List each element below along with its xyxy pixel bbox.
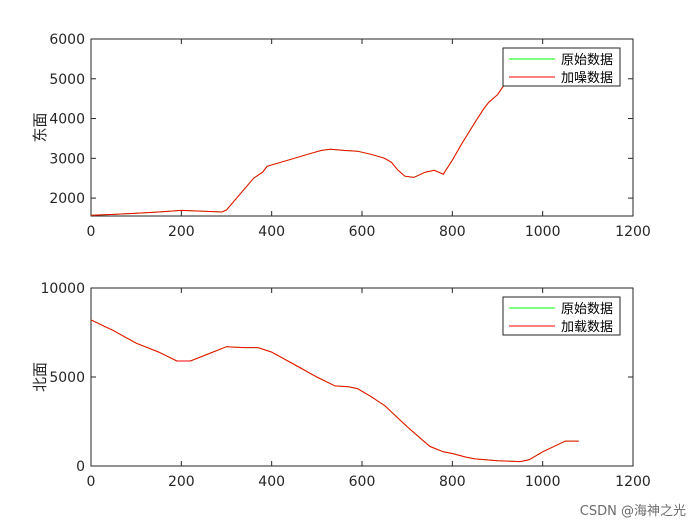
x-tick-label: 800 <box>439 474 466 490</box>
series-line-2 <box>91 76 512 216</box>
y-axis-label: 北面 <box>31 362 49 392</box>
x-tick-label: 1000 <box>525 474 561 490</box>
x-tick-label: 0 <box>87 474 96 490</box>
legend-entry: 加噪数据 <box>561 71 613 86</box>
y-tick-label: 2000 <box>49 191 85 207</box>
legend-box <box>502 296 621 336</box>
x-tick-label: 600 <box>349 224 376 240</box>
x-tick-label: 1200 <box>615 474 651 490</box>
subplot-1: 0 200 400 600 800 1000 1200 2000 3000 4000 5000 600… <box>31 32 651 240</box>
y-tick-label: 5000 <box>49 72 85 88</box>
y-tick-label: 5000 <box>49 370 85 386</box>
y-tick-label: 0 <box>76 459 85 475</box>
y-tick-label: 4000 <box>49 112 85 128</box>
legend-entry: 原始数据 <box>561 302 613 317</box>
y-tick-label: 3000 <box>49 151 85 167</box>
y-axis-label: 东面 <box>31 112 49 142</box>
watermark: CSDN @海神之光 <box>579 504 686 519</box>
series-line-2 <box>91 319 579 463</box>
legend-entry: 原始数据 <box>561 53 613 68</box>
y-tick-label: 10000 <box>40 281 85 297</box>
legend-entry: 加载数据 <box>561 320 613 335</box>
subplot-2: 0 200 400 600 800 1000 1200 0 5000 10000 北面 原始数据加载数… <box>31 281 651 490</box>
x-tick-label: 600 <box>349 474 376 490</box>
y-tick-label: 6000 <box>49 32 85 48</box>
x-tick-label: 400 <box>258 224 285 240</box>
x-tick-label: 400 <box>258 474 285 490</box>
x-tick-label: 800 <box>439 224 466 240</box>
x-tick-label: 1200 <box>615 224 651 240</box>
x-tick-label: 200 <box>168 224 195 240</box>
legend-box <box>502 47 621 87</box>
x-tick-label: 0 <box>87 224 96 240</box>
x-tick-label: 1000 <box>525 224 561 240</box>
x-tick-label: 200 <box>168 474 195 490</box>
